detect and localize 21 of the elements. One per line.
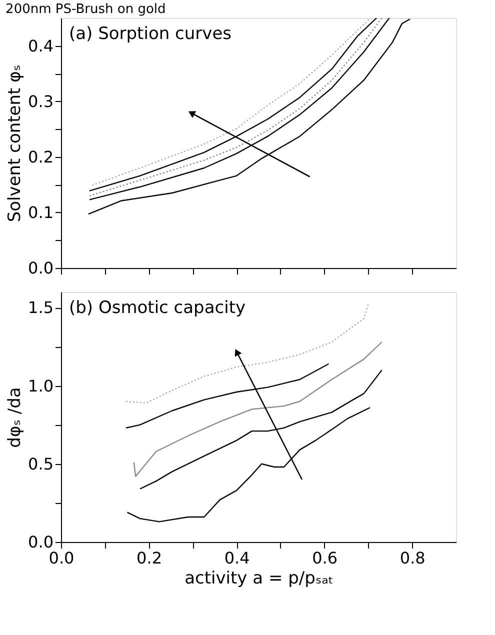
x-axis-title: activity a = p/pₛₐₜ <box>184 568 334 588</box>
x-tick-label: 0.0 <box>48 548 74 568</box>
y-tick-label: 0.5 <box>28 454 54 474</box>
x-tick-label: 0.4 <box>224 548 250 568</box>
y-tick-label: 1.0 <box>28 376 54 396</box>
y-tick-label: 0.1 <box>28 202 54 222</box>
y-tick-label: 0.0 <box>28 532 54 552</box>
line-series <box>133 341 382 477</box>
x-tick-label: 0.8 <box>400 548 426 568</box>
y-tick-label: 0.3 <box>28 92 54 111</box>
x-tick-label: 0.2 <box>136 548 162 568</box>
y-tick-label: 0.4 <box>28 36 54 56</box>
chart-title: 200nm PS-Brush on gold <box>6 2 166 17</box>
y-tick-label: 0.0 <box>28 258 54 278</box>
annotation: (a) Sorption curves <box>69 24 232 44</box>
y-tick-label: 1.5 <box>28 298 54 318</box>
x-tick-label: 0.6 <box>312 548 338 568</box>
y-axis-title: Solvent content φₛ <box>5 64 26 222</box>
y-axis-title: dφₛ /da <box>5 387 26 448</box>
annotation: (b) Osmotic capacity <box>69 298 246 318</box>
y-tick-label: 0.2 <box>28 147 54 166</box>
